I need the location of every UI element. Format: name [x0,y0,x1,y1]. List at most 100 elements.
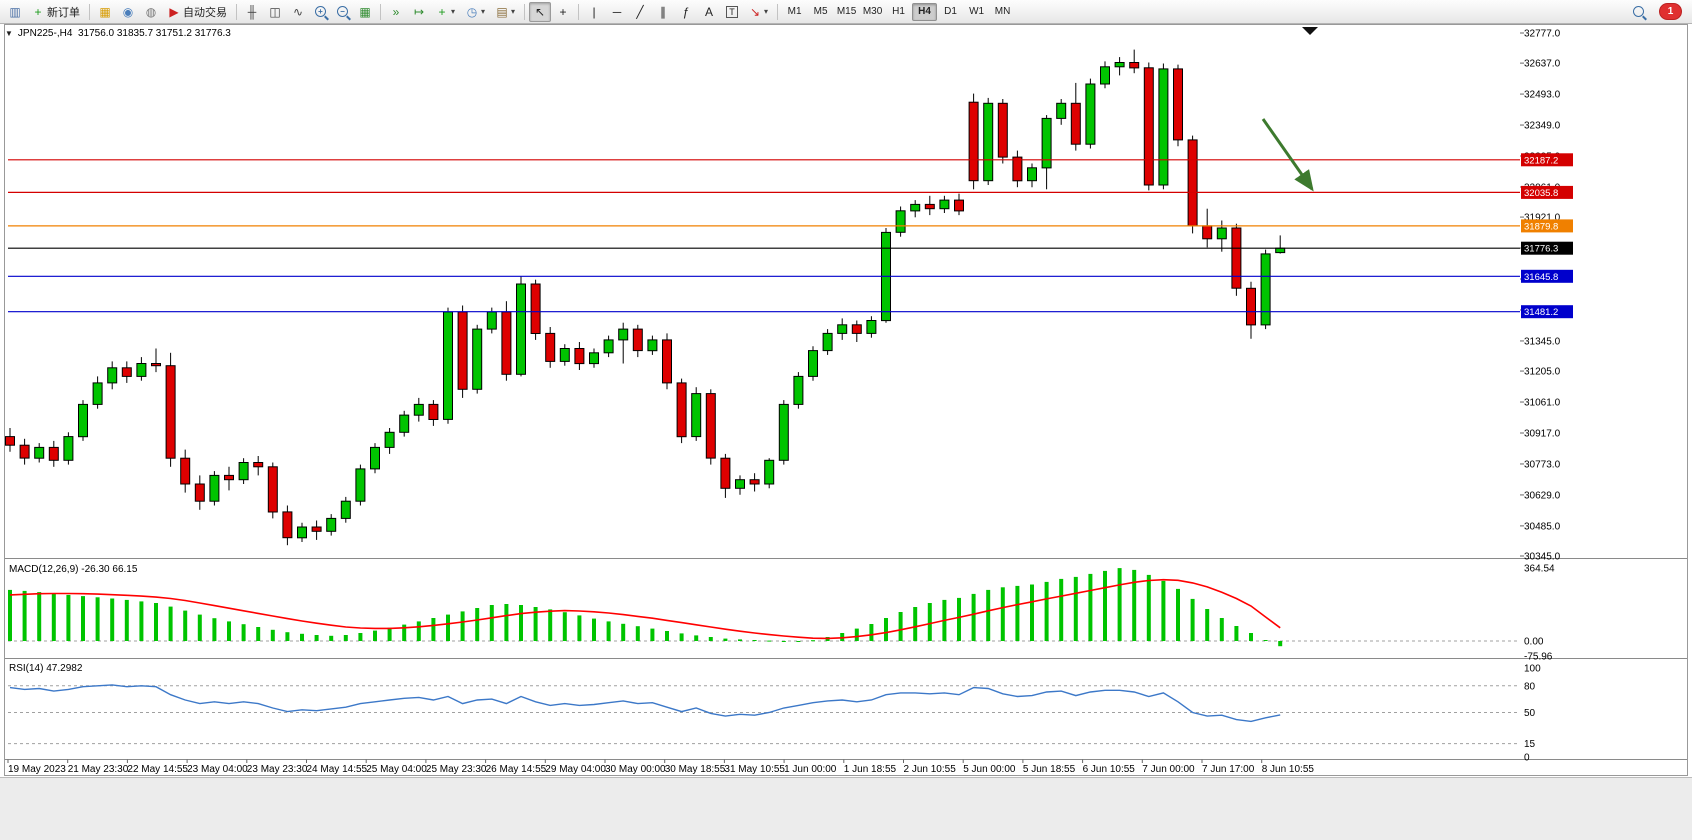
terminal-button[interactable]: ◍ [140,2,162,22]
macd-histogram-bar [227,621,231,641]
macd-histogram-bar [957,597,961,641]
new-order-button[interactable]: + 新订单 [27,2,85,22]
candle [238,462,249,481]
macd-signal-line [9,578,1281,640]
status-bar [0,777,1692,840]
macd-histogram-bar [1263,640,1268,641]
time-axis-label: 21 May 23:30 [68,764,129,775]
indicators-button[interactable]: + ▾ [431,2,460,22]
timeframe-m5-button[interactable]: M5 [808,3,833,21]
macd-histogram-bar [1278,641,1283,647]
time-axis-label: 22 May 14:55 [127,764,188,775]
time-axis-label: 6 Jun 10:55 [1083,764,1136,775]
timeframe-mn-button[interactable]: MN [990,3,1015,21]
chart-shift-button[interactable]: ↦ [408,2,430,22]
chart-shift-marker[interactable] [1302,27,1318,35]
symbol-ohlc-label: JPN225-,H4 31756.0 31835.7 31751.2 31776… [17,28,231,39]
macd-histogram-bar [796,641,801,642]
macd-histogram-bar [1030,584,1034,641]
templates-icon: ▤ [496,4,508,19]
candlestick-chart-button[interactable]: ◫ [264,2,286,22]
trend-arrow-annotation[interactable] [1261,118,1314,192]
macd-histogram-bar [81,596,85,641]
macd-histogram-bar [489,605,494,641]
navigator-button[interactable]: ◉ [117,2,139,22]
line-chart-button[interactable]: ∿ [287,2,309,22]
zoom-in-button[interactable]: + [310,2,331,22]
auto-scroll-button[interactable]: » [385,2,407,22]
macd-histogram-bar [212,618,217,641]
vertical-line-icon: | [592,4,596,19]
candle [486,311,497,330]
time-axis-label: 1 Jun 18:55 [844,764,897,775]
crosshair-button[interactable]: + [552,2,574,22]
timeframe-h1-button[interactable]: H1 [886,3,911,21]
time-axis-label: 26 May 14:55 [486,764,547,775]
macd-histogram-bar [124,599,129,641]
toolbar-separator [777,3,779,20]
zoom-out-button[interactable]: − [332,2,353,22]
timeframe-m30-button[interactable]: M30 [860,3,885,21]
bar-chart-button[interactable]: ╫ [241,2,263,22]
macd-histogram-bar [139,601,144,641]
macd-histogram-bar [1103,570,1107,641]
tile-windows-button[interactable]: ▦ [354,2,376,22]
candle [457,311,468,390]
timeframe-m1-button[interactable]: M1 [782,3,807,21]
candle [676,382,687,438]
time-axis-label: 25 May 23:30 [426,764,487,775]
fibonacci-button[interactable]: ƒ [675,2,697,22]
time-axis-label: 23 May 04:00 [187,764,248,775]
trendline-button[interactable]: ╱ [629,2,651,22]
periods-button[interactable]: ◷ ▾ [461,2,490,22]
macd-histogram-bar [270,629,275,641]
chevron-down-icon: ▾ [764,7,769,16]
equidistant-channel-button[interactable]: ∥ [652,2,674,22]
candle [384,431,395,448]
price-axis-label: 32777.0 [1524,29,1561,40]
price-badge [1521,153,1573,167]
macd-histogram-bar [358,633,363,641]
timeframe-w1-button[interactable]: W1 [964,3,989,21]
timeframe-m15-button[interactable]: M15 [834,3,859,21]
macd-histogram-bar [1088,573,1093,641]
macd-histogram-bar [1015,585,1020,641]
macd-histogram-bar [577,615,582,641]
macd-histogram-bar [694,635,699,641]
fibonacci-icon: ƒ [682,4,690,19]
trendline-icon: ╱ [636,4,644,19]
notification-badge[interactable]: 1 [1659,3,1682,20]
candle [78,403,88,438]
autotrading-button[interactable]: ▶ 自动交易 [163,2,232,22]
cursor-button[interactable]: ↖ [529,1,552,22]
market-watch-button[interactable]: ▦ [94,2,116,22]
candle [1173,68,1183,141]
candle [194,483,205,502]
candle [413,403,424,416]
app-chart-button[interactable]: ▥ [4,2,26,22]
macd-histogram-bar [475,608,480,641]
macd-histogram-bar [1000,587,1005,641]
macd-histogram-bar [1161,580,1166,641]
macd-histogram-bar [621,623,626,641]
price-chart[interactable]: 32777.032637.032493.032349.032205.032061… [0,24,1692,777]
candle [311,526,322,532]
vertical-line-button[interactable]: | [583,2,605,22]
timeframe-h4-button[interactable]: H4 [912,2,938,21]
arrow-objects-button[interactable]: ↘ ▾ [744,2,773,22]
search-button[interactable] [1628,2,1649,22]
candle [19,444,30,459]
templates-button[interactable]: ▤ ▾ [491,2,520,22]
indicators-icon: + [438,4,446,19]
one-click-trading-toggle[interactable]: ▼ [5,29,13,38]
macd-histogram-bar [1132,569,1137,641]
price-badge-label: 31481.2 [1524,307,1558,318]
text-button[interactable]: A [698,2,720,22]
horizontal-line-button[interactable]: ─ [606,2,628,22]
toolbar-buttons: ▥ + 新订单 ▦ ◉ ◍ ▶ 自动交易 ╫ ◫ ∿ + − ▦» ↦ + ▾ ◷ ▾ ▤ ▾ ↖ + | ─ ╱ ∥ ƒ A T ↘ ▾ [4,1,781,22]
new-order-label: 新订单 [47,6,80,19]
macd-histogram-bar [300,633,304,641]
timeframe-d1-button[interactable]: D1 [938,3,963,21]
market-watch-icon: ▦ [99,4,111,19]
text-label-button[interactable]: T [721,2,743,22]
